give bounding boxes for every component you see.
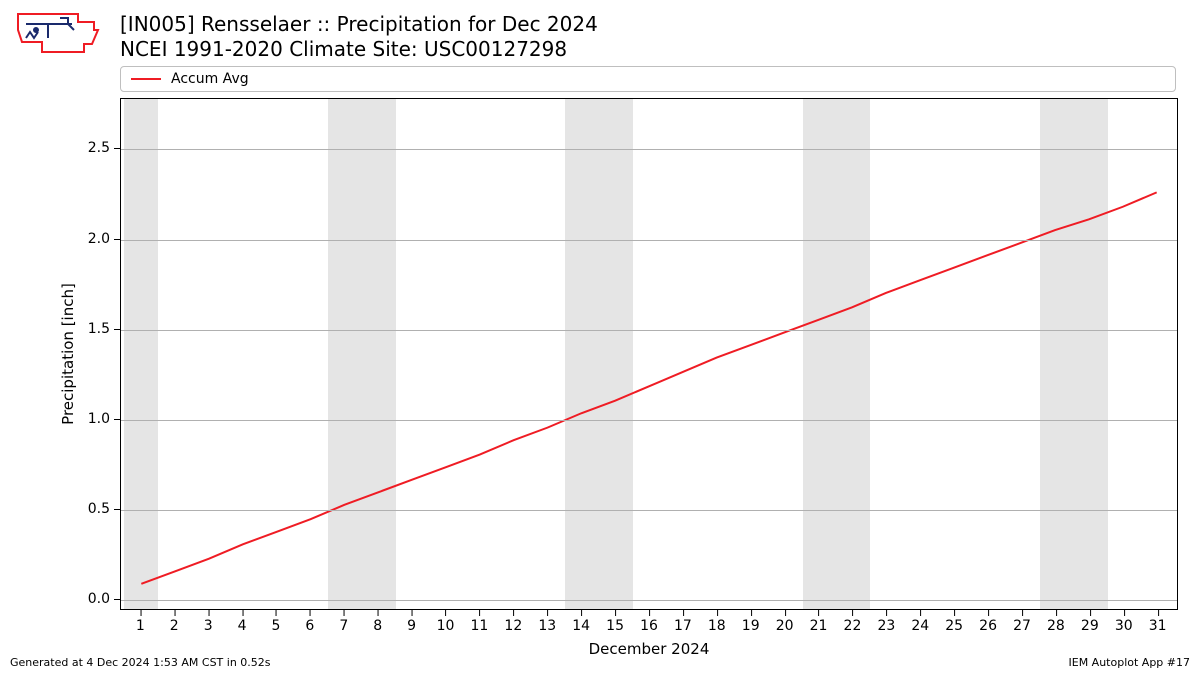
x-tick-label: 10: [437, 610, 455, 634]
logo-svg: [12, 8, 102, 58]
x-tick-label: 6: [305, 610, 314, 634]
x-tick-label: 11: [471, 610, 489, 634]
x-tick-label: 15: [606, 610, 624, 634]
x-tick-label: 5: [272, 610, 281, 634]
plot-area-container: Precipitation [inch] December 2024 0.00.…: [120, 98, 1178, 610]
x-tick-label: 7: [339, 610, 348, 634]
y-tick-label: 2.0: [88, 231, 120, 247]
x-tick-label: 24: [911, 610, 929, 634]
chart-title: [IN005] Rensselaer :: Precipitation for …: [120, 12, 598, 62]
x-tick-label: 31: [1149, 610, 1167, 634]
legend-line: [131, 78, 161, 80]
x-tick-label: 16: [640, 610, 658, 634]
footer-app-text: IEM Autoplot App #17: [1069, 656, 1191, 669]
series-line: [141, 192, 1156, 583]
x-tick-label: 22: [844, 610, 862, 634]
footer-generated-text: Generated at 4 Dec 2024 1:53 AM CST in 0…: [10, 656, 271, 669]
x-tick-label: 2: [170, 610, 179, 634]
title-line-1: [IN005] Rensselaer :: Precipitation for …: [120, 12, 598, 37]
plot-area: [120, 98, 1178, 610]
x-tick-label: 9: [407, 610, 416, 634]
iem-logo: [12, 8, 102, 62]
x-tick-label: 18: [708, 610, 726, 634]
chart-figure: [IN005] Rensselaer :: Precipitation for …: [0, 0, 1200, 675]
x-tick-label: 1: [136, 610, 145, 634]
x-tick-label: 8: [373, 610, 382, 634]
x-tick-label: 26: [979, 610, 997, 634]
y-tick-label: 1.0: [88, 411, 120, 427]
gridline: [121, 330, 1177, 331]
y-tick-label: 1.5: [88, 321, 120, 337]
x-tick-label: 25: [945, 610, 963, 634]
x-tick-label: 3: [204, 610, 213, 634]
x-tick-label: 14: [572, 610, 590, 634]
legend: Accum Avg: [120, 66, 1176, 92]
y-tick-label: 0.0: [88, 591, 120, 607]
x-tick-label: 13: [538, 610, 556, 634]
gridline: [121, 420, 1177, 421]
gridline: [121, 510, 1177, 511]
x-tick-label: 21: [810, 610, 828, 634]
gridline: [121, 600, 1177, 601]
gridline: [121, 149, 1177, 150]
x-tick-label: 4: [238, 610, 247, 634]
x-tick-label: 19: [742, 610, 760, 634]
x-tick-label: 29: [1081, 610, 1099, 634]
x-axis-label: December 2024: [589, 640, 710, 658]
x-tick-label: 28: [1047, 610, 1065, 634]
legend-label: Accum Avg: [171, 71, 249, 87]
x-tick-label: 23: [877, 610, 895, 634]
y-axis-label: Precipitation [inch]: [59, 283, 77, 425]
x-tick-label: 27: [1013, 610, 1031, 634]
y-tick-label: 0.5: [88, 501, 120, 517]
gridline: [121, 240, 1177, 241]
y-tick-label: 2.5: [88, 140, 120, 156]
x-tick-label: 30: [1115, 610, 1133, 634]
series-svg: [121, 99, 1177, 609]
x-tick-label: 12: [504, 610, 522, 634]
title-line-2: NCEI 1991-2020 Climate Site: USC00127298: [120, 37, 598, 62]
x-tick-label: 20: [776, 610, 794, 634]
x-tick-label: 17: [674, 610, 692, 634]
